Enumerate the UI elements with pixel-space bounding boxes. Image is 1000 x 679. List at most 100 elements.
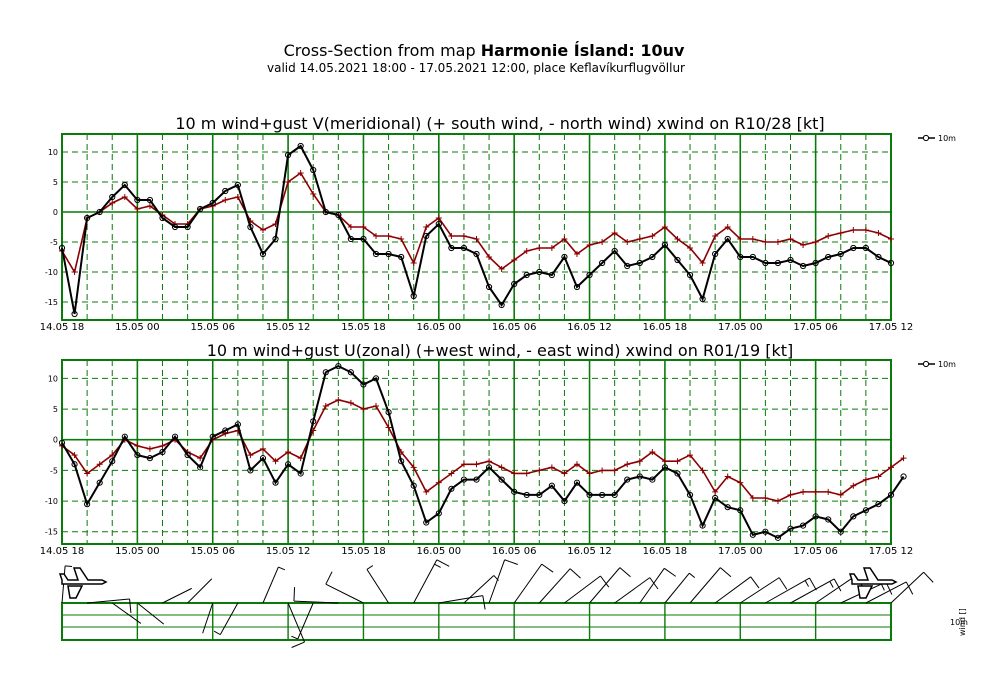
data-point-10m (448, 244, 455, 252)
data-point-gust (146, 445, 153, 452)
data-point-gust (800, 242, 807, 248)
wind-barb (589, 567, 621, 604)
data-point-10m (259, 250, 267, 258)
x-tick-label: 16.05 06 (492, 546, 537, 557)
data-point-10m (121, 433, 128, 440)
data-point-10m (812, 513, 819, 520)
plane-icon-right (848, 567, 898, 599)
data-point-gust (661, 224, 668, 230)
data-point-gust (850, 227, 857, 233)
x-tick-label: 15.05 00 (115, 322, 160, 333)
wind-barb-feather (213, 630, 221, 636)
data-point-10m (649, 253, 656, 261)
barb-strip-frame (61, 602, 892, 641)
wind-barb-feather (436, 559, 450, 567)
data-point-10m (347, 369, 354, 376)
data-point-10m (686, 271, 694, 279)
wind-barb-feather (778, 577, 788, 590)
wind-barb-feather (923, 571, 934, 583)
data-point-gust (259, 227, 266, 233)
data-point-10m (799, 262, 807, 270)
data-point-10m (360, 381, 367, 388)
y-tick-label: 0 (53, 436, 58, 445)
data-point-gust (787, 236, 794, 242)
data-point-gust (373, 403, 380, 409)
data-point-10m (209, 199, 216, 207)
data-point-10m (398, 253, 405, 261)
y-tick-label: 5 (53, 178, 58, 187)
data-point-gust (825, 488, 832, 495)
data-point-gust (649, 233, 656, 239)
y-tick-label: 10 (48, 148, 58, 157)
data-point-10m (712, 494, 719, 502)
wind-barb (325, 583, 364, 604)
data-point-10m (661, 464, 669, 471)
data-point-10m (536, 491, 543, 499)
data-point-gust (159, 442, 166, 449)
data-point-gust (724, 473, 731, 480)
data-point-gust (285, 179, 292, 185)
data-point-10m (674, 470, 681, 477)
series-line-gust (61, 399, 905, 502)
data-point-10m (774, 534, 782, 541)
data-point-gust (611, 467, 618, 474)
data-point-10m (825, 253, 832, 261)
data-point-gust (310, 191, 317, 197)
x-tick-label: 15.05 12 (266, 546, 311, 557)
data-point-10m (159, 448, 166, 456)
wind-barb-feather (833, 578, 842, 592)
data-point-gust (737, 479, 744, 486)
data-point-10m (146, 455, 154, 462)
data-point-10m (686, 491, 694, 499)
data-point-gust (511, 257, 518, 263)
data-point-10m (548, 482, 555, 489)
data-point-10m (523, 271, 530, 279)
wind-barb-feather (293, 587, 296, 602)
data-point-10m (624, 262, 631, 270)
x-tick-label: 16.05 18 (643, 322, 688, 333)
plot-frame (61, 359, 892, 545)
data-point-gust (586, 470, 593, 477)
data-point-gust (322, 403, 329, 409)
meridional-wind-panel: 10 m wind+gust V(meridional) (+ south wi… (40, 114, 956, 333)
data-point-10m (58, 439, 66, 446)
data-point-10m (322, 208, 329, 216)
data-point-10m (599, 491, 606, 499)
data-point-10m (460, 244, 468, 252)
data-point-10m (96, 208, 103, 216)
wind-barb (639, 568, 665, 604)
data-point-gust (599, 239, 606, 245)
data-point-10m (573, 283, 581, 291)
wind-barb-feather (541, 563, 554, 573)
data-point-10m (109, 193, 116, 201)
wind-barb-feather (880, 583, 885, 591)
data-point-10m (58, 244, 66, 252)
data-point-10m (146, 196, 154, 204)
x-tick-label: 16.05 12 (567, 546, 612, 557)
data-point-10m (197, 205, 204, 213)
wind-barb (564, 575, 601, 604)
wind-barb (614, 577, 651, 604)
data-point-10m (511, 280, 518, 288)
data-point-10m (762, 528, 769, 535)
wind-barb (187, 578, 213, 604)
data-point-10m (573, 479, 581, 486)
legend-label: 10m (938, 360, 956, 369)
wind-barb-feather (688, 572, 696, 579)
data-point-10m (737, 507, 744, 514)
legend-marker (922, 360, 930, 368)
wind-barb-feather (809, 577, 817, 591)
data-point-gust (297, 455, 304, 462)
data-point-10m (347, 235, 354, 243)
data-point-10m (712, 250, 719, 258)
data-point-10m (749, 253, 756, 261)
data-point-gust (134, 442, 141, 449)
data-point-gust (197, 455, 204, 462)
data-point-10m (222, 187, 229, 195)
data-point-gust (498, 464, 505, 471)
data-point-10m (184, 223, 191, 231)
data-point-gust (146, 203, 153, 209)
wind-barb (765, 577, 810, 604)
data-point-gust (548, 464, 555, 471)
